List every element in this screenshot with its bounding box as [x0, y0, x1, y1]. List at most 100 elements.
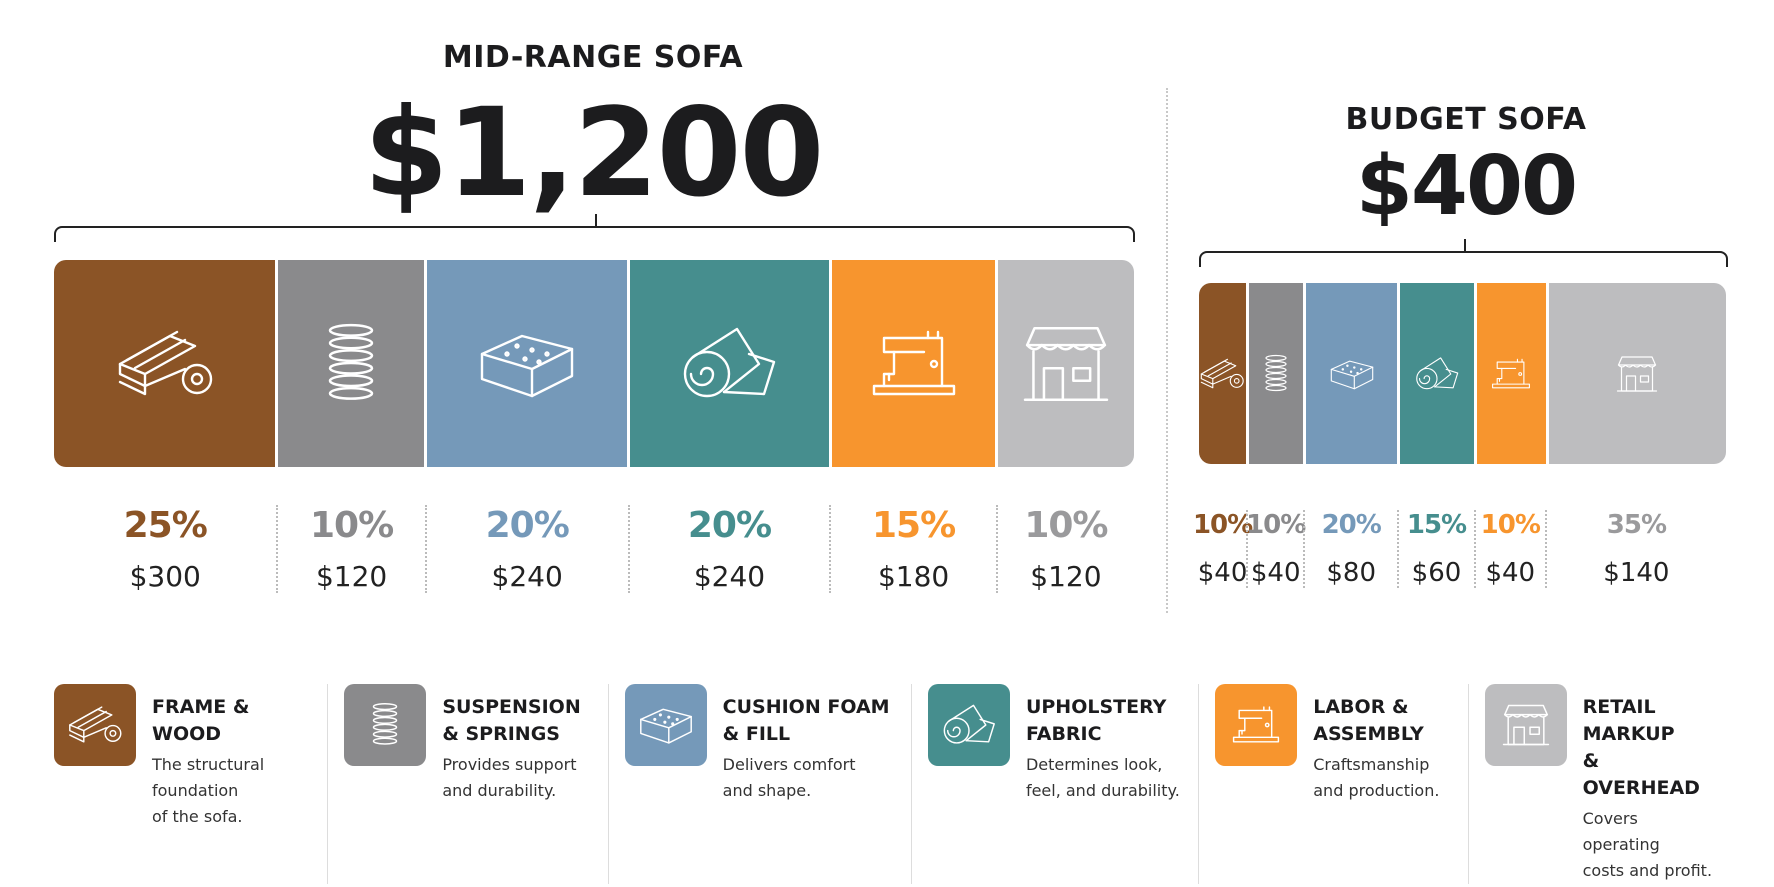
spring-icon	[357, 702, 413, 748]
amount-label: $40	[1485, 558, 1536, 588]
legend-name: UPHOLSTERY	[1025, 696, 1167, 718]
label-upholstery-fabric: 15% $60	[1397, 510, 1474, 588]
percent-label: 10%	[1192, 510, 1253, 540]
wood-planks-icon	[1199, 354, 1245, 394]
legend-name: SUSPENSION	[442, 696, 581, 718]
legend-swatch	[1484, 684, 1567, 766]
amount-label: $40	[1250, 558, 1301, 588]
amount-label: $120	[1030, 560, 1102, 593]
foam-block-icon	[1329, 354, 1375, 394]
legend-name: ASSEMBLY	[1313, 723, 1424, 745]
legend-desc: and production.	[1313, 781, 1440, 800]
legend-item-labor-assembly: LABOR & ASSEMBLY Craftsmanship and product…	[1215, 684, 1469, 884]
legend-name: LABOR &	[1313, 696, 1409, 718]
legend-name: CUSHION FOAM	[722, 696, 890, 718]
legend-name: & SPRINGS	[442, 723, 560, 745]
amount-label: $120	[315, 560, 388, 593]
mid-range-bracket	[54, 214, 1135, 242]
wood-planks-icon	[115, 322, 215, 406]
legend-desc: feel, and durability.	[1025, 781, 1180, 800]
bar-segment-frame-wood	[1199, 283, 1246, 464]
legend-item-retail-markup: RETAIL MARKUP & OVERHEAD Covers operating…	[1484, 684, 1728, 884]
amount-label: $60	[1411, 558, 1462, 588]
legend-swatch	[54, 684, 136, 766]
budget-bracket	[1199, 239, 1728, 267]
legend-swatch	[624, 684, 707, 766]
percent-label: 10%	[309, 505, 394, 546]
percent-label: 20%	[1321, 510, 1382, 540]
fabric-roll-icon	[941, 702, 997, 748]
percent-label: 35%	[1606, 510, 1667, 540]
amount-label: $80	[1326, 558, 1377, 588]
bar-segment-retail-markup	[1548, 283, 1726, 464]
label-cushion-foam: 20% $240	[424, 505, 628, 593]
legend-swatch	[927, 684, 1010, 766]
percent-label: 20%	[485, 505, 570, 546]
label-retail-markup: 10% $120	[995, 505, 1134, 593]
amount-label: $300	[129, 560, 201, 593]
legend-desc: costs and profit.	[1582, 861, 1713, 880]
label-labor-assembly: 15% $180	[829, 505, 996, 593]
legend-desc: Delivers comfort	[722, 755, 856, 774]
legend-desc: foundation	[152, 781, 239, 800]
label-frame-wood: 25% $300	[54, 505, 276, 593]
foam-block-icon	[477, 322, 577, 406]
bar-segment-suspension-springs	[278, 260, 425, 467]
amount-label: $140	[1603, 558, 1670, 588]
percent-label: 25%	[123, 505, 208, 546]
amount-label: $40	[1197, 558, 1248, 588]
legend-desc: and shape.	[722, 781, 812, 800]
mid-range-total: $1,200	[363, 82, 825, 224]
legend-desc: of the sofa.	[152, 807, 243, 826]
label-retail-markup: 35% $140	[1544, 510, 1726, 588]
mid-range-labels: 25% $300 10% $120 20% $240 20% $240 15% $180…	[54, 505, 1134, 593]
sewing-machine-icon	[864, 322, 964, 406]
percent-label: 15%	[1406, 510, 1467, 540]
legend: FRAME & WOOD The structural foundation of …	[54, 684, 1744, 884]
bar-segment-labor-assembly	[831, 260, 996, 467]
label-suspension-springs: 10% $120	[276, 505, 424, 593]
bar-segment-upholstery-fabric	[629, 260, 829, 467]
legend-name: & OVERHEAD	[1582, 750, 1700, 799]
mid-range-bar	[54, 260, 1134, 467]
percent-label: 10%	[1246, 510, 1306, 540]
legend-name: & FILL	[722, 723, 791, 745]
bar-segment-labor-assembly	[1477, 283, 1546, 464]
amount-label: $240	[491, 560, 563, 593]
bar-segment-upholstery-fabric	[1400, 283, 1475, 464]
percent-label: 10%	[1024, 505, 1108, 546]
legend-name: FRAME & WOOD	[152, 696, 250, 745]
fabric-roll-icon	[679, 322, 779, 406]
bar-segment-cushion-foam	[1306, 283, 1398, 464]
legend-item-cushion-foam: CUSHION FOAM & FILL Delivers comfort and s…	[624, 684, 912, 884]
storefront-icon	[1498, 702, 1554, 748]
amount-label: $180	[877, 560, 950, 593]
legend-desc: Determines look,	[1025, 755, 1163, 774]
legend-name: RETAIL MARKUP	[1582, 696, 1675, 745]
storefront-icon	[1614, 354, 1660, 394]
spring-icon	[1253, 354, 1299, 394]
bar-segment-frame-wood	[54, 260, 276, 467]
percent-label: 15%	[871, 505, 956, 546]
legend-swatch	[344, 684, 427, 766]
legend-desc: Craftsmanship	[1313, 755, 1430, 774]
sewing-machine-icon	[1488, 354, 1534, 394]
legend-desc: Provides support	[442, 755, 577, 774]
bar-segment-retail-markup	[998, 260, 1134, 467]
budget-total: $400	[1355, 139, 1578, 234]
mid-range-title: MID-RANGE SOFA	[442, 40, 744, 75]
spring-icon	[301, 322, 401, 406]
percent-label: 10%	[1480, 510, 1541, 540]
legend-item-suspension-springs: SUSPENSION & SPRINGS Provides support and …	[344, 684, 609, 884]
label-frame-wood: 10% $40	[1193, 510, 1253, 588]
budget-title: BUDGET SOFA	[1345, 102, 1587, 137]
budget-labels: 10% $40 10% $40 20% $80 15% $60 10% $40 35% $…	[1193, 510, 1726, 588]
divider	[1166, 88, 1168, 613]
legend-item-upholstery-fabric: UPHOLSTERY FABRIC Determines look, feel, a…	[927, 684, 1200, 884]
bar-segment-cushion-foam	[427, 260, 627, 467]
foam-block-icon	[638, 702, 694, 748]
legend-desc: The structural	[152, 755, 265, 774]
sewing-machine-icon	[1228, 702, 1284, 748]
legend-swatch	[1215, 684, 1298, 766]
legend-desc: and durability.	[442, 781, 557, 800]
